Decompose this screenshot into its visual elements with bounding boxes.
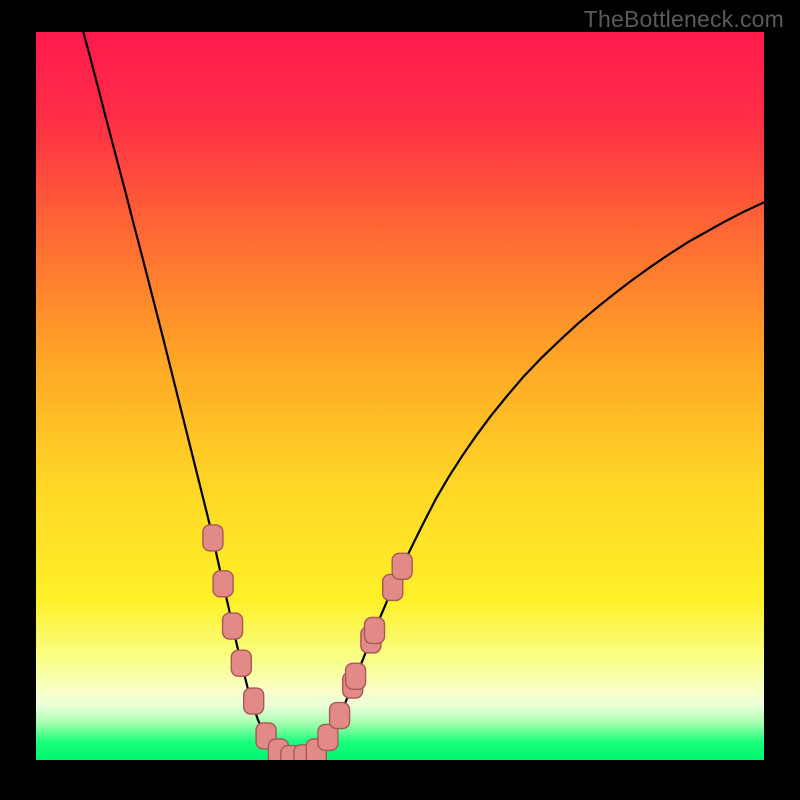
watermark-text: TheBottleneck.com (584, 6, 784, 33)
chart-background (36, 32, 764, 760)
data-marker (213, 571, 233, 597)
data-marker (330, 703, 350, 729)
data-marker (223, 613, 243, 639)
data-marker (346, 663, 366, 689)
data-marker (392, 553, 412, 579)
bottleneck-curve-chart (36, 32, 764, 760)
data-marker (231, 650, 251, 676)
data-marker (203, 525, 223, 551)
data-marker (244, 688, 264, 714)
data-marker (365, 617, 385, 643)
chart-plot-area (36, 32, 764, 760)
